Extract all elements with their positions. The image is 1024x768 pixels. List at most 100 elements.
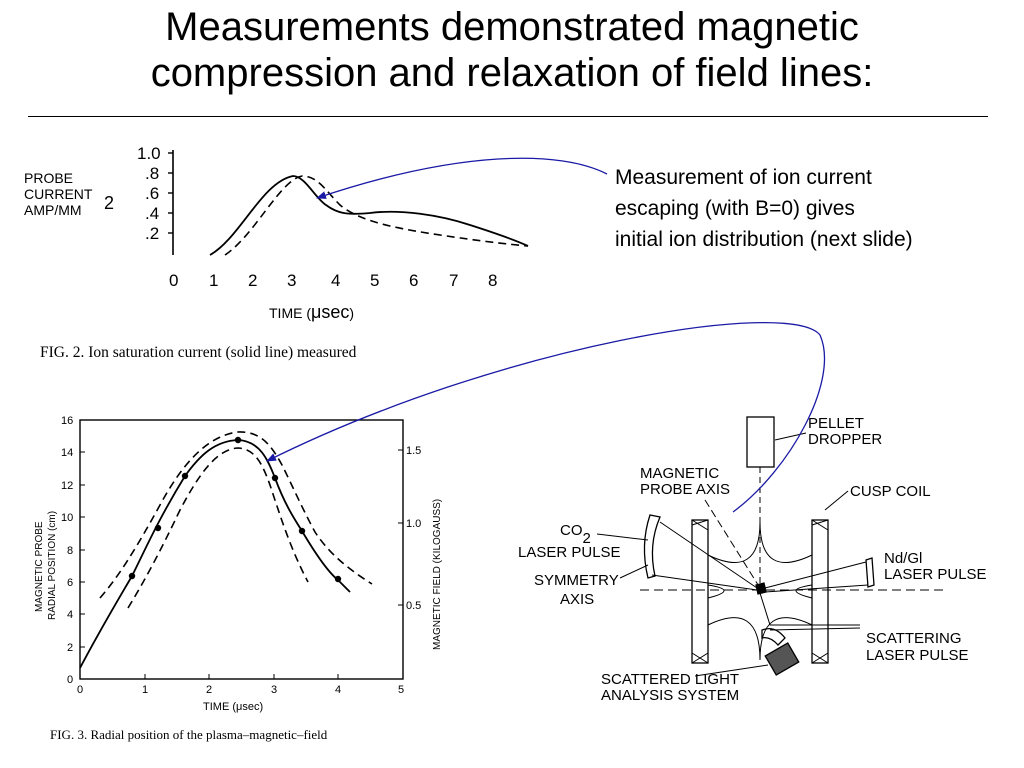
symmetry-label-2: AXIS [560,591,594,608]
figure3-ytick-0: 0 [67,674,73,686]
figure2-ylabel-superscript: 2 [104,193,114,213]
pellet-label-1: PELLET [808,415,864,432]
probe-axis-label-2: PROBE AXIS [640,481,730,498]
figure3-right-tick-1.0: 1.0 [406,518,421,530]
pellet-label-2: DROPPER [808,431,882,448]
figure3-xtick-2: 2 [206,684,212,696]
figure2-xtick-5: 5 [370,271,379,290]
schematic-leader-lines [596,432,849,677]
figure2-ytick-.8: .8 [145,164,159,183]
figure3-xtick-5: 5 [398,684,404,696]
figure3-dashed-lower [127,447,309,609]
pellet [755,582,767,595]
scattering-beam [759,592,771,626]
figure2-xtick-8: 8 [488,271,497,290]
figure2-xtick-0: 0 [169,271,178,290]
annotation-arrow-figure2 [316,157,608,199]
figure3-ytick-12: 12 [61,480,73,492]
figure3-ylabel-left-1: MAGNETIC PROBE [34,521,45,612]
co2-laser-lens [643,514,661,579]
figure3-ytick-10: 10 [61,512,73,524]
co2-beam-2 [651,574,758,591]
scattering-label-1: SCATTERING [866,630,962,647]
figure3-plot [79,419,404,680]
figure3-ytick-4: 4 [67,609,73,621]
figure3-xtick-4: 4 [335,684,341,696]
figure3-point [234,436,242,444]
figure3-xtick-0: 0 [77,684,83,696]
figure2-xtick-7: 7 [449,271,458,290]
experiment-schematic [640,416,945,676]
figure3-ylabel-right: MAGNETIC FIELD (KILOGAUSS) [432,499,443,650]
cusp-field-lines [707,521,813,661]
figure3-data-points [128,436,342,583]
figure3-frame [79,419,404,680]
annotation-text: Measurement of ion current escaping (wit… [615,162,913,255]
co2-label: CO2 [560,522,591,547]
analysis-system-lens [761,627,786,646]
figure2-plot [168,150,529,256]
figure2-ytick-.4: .4 [145,204,159,223]
figure3-xtick-3: 3 [271,684,277,696]
annotation-line-1: Measurement of ion current [615,166,872,189]
figure3-right-tick-1.5: 1.5 [406,445,421,457]
figure3-point [334,575,342,583]
title-line-2: compression and relaxation of field line… [150,51,874,95]
figure3-caption: FIG. 3. Radial position of the plasma–ma… [50,727,328,742]
figure2-ytick-.2: .2 [145,224,159,243]
figure2-ylabel-line-2: CURRENT [24,186,93,202]
figure2-xtick-6: 6 [409,271,418,290]
figure2-xlabel: TIME (μsec) [269,302,354,322]
scattering-laser-line-2 [769,627,861,631]
figure2-xtick-3: 3 [287,271,296,290]
annotation-line-2: escaping (with B=0) gives [615,197,855,220]
figure3-ytick-8: 8 [67,545,73,557]
figure3-point [181,472,189,480]
figure3-dashed-upper [99,431,373,599]
figure2-ylabel-line-3: AMP/MM [24,202,82,218]
annotation-line-3: initial ion distribution (next slide) [615,228,913,251]
coil-hatching [691,519,829,664]
figure2-solid-curve [209,175,529,256]
figure2-dashed-curve [224,175,529,256]
co2-beam-1 [659,521,758,589]
ndgl-beam-2 [764,584,869,593]
figure2-xtick-1: 1 [209,271,218,290]
scattering-label-2: LASER PULSE [866,647,969,664]
figure3-ylabel-left-2: RADIAL POSITION (cm) [47,511,58,620]
figure3-point [128,572,136,580]
figure2-y-ticks [168,152,173,234]
title-line-1: Measurements demonstrated magnetic [165,5,859,49]
figure3-ytick-14: 14 [61,447,73,459]
scattered-light-label-1: SCATTERED LIGHT [601,671,739,688]
ndgl-beam-1 [764,561,867,589]
ndgl-laser-label: LASER PULSE [884,566,987,583]
cusp-coil-label: CUSP COIL [850,483,931,500]
figure3-point [271,474,279,482]
probe-axis-line [704,499,761,589]
figure3-ticks [80,419,403,679]
figure3-solid-curve [79,439,351,669]
slide-title: Measurements demonstrated magnetic compr… [0,4,1024,96]
analysis-system-detector [764,642,800,676]
figure2-caption: FIG. 2. Ion saturation current (solid li… [40,344,357,361]
pellet-dropper-box [746,416,775,468]
figure3-ytick-2: 2 [67,642,73,654]
figure3-xlabel: TIME (μsec) [203,701,263,713]
co2-laser-pulse-label: LASER PULSE [518,544,621,561]
scattered-light-label-2: ANALYSIS SYSTEM [601,687,739,704]
figure3-xtick-1: 1 [142,684,148,696]
figure2-ylabel-line-1: PROBE [24,170,73,186]
ndgl-label: Nd/Gl [884,550,922,567]
figure3-point [154,524,162,532]
cusp-coil-left [691,519,709,664]
figure3-ytick-6: 6 [67,577,73,589]
figure2-ytick-.6: .6 [145,184,159,203]
symmetry-label-1: SYMMETRY [534,572,619,589]
figure2-xtick-4: 4 [331,271,340,290]
probe-axis-label-1: MAGNETIC [640,465,719,482]
figure2-ytick-1.0: 1.0 [137,144,161,163]
figure3-point [298,527,306,535]
cusp-coil-right [811,519,829,664]
